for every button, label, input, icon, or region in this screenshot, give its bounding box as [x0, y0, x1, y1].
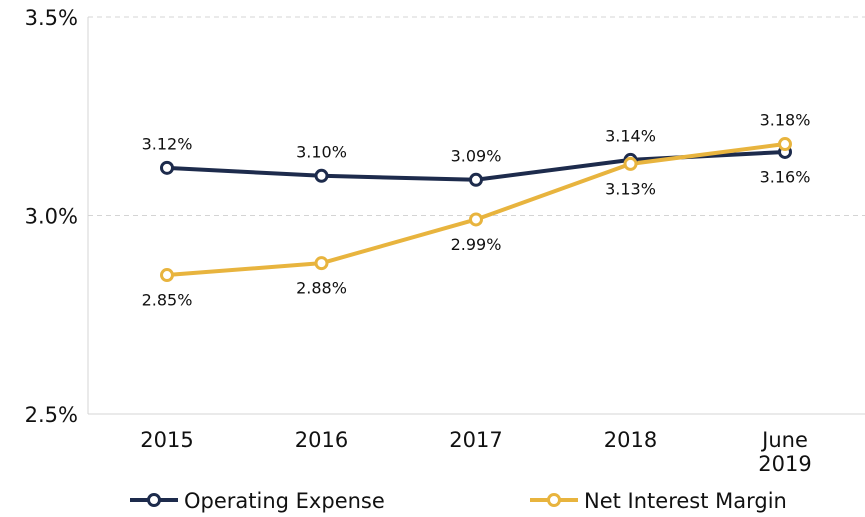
series-marker: [314, 168, 329, 183]
data-label: 3.09%: [451, 146, 502, 165]
series-marker: [469, 172, 483, 187]
series-marker: [469, 212, 483, 227]
y-tick-label: 3.0%: [25, 205, 78, 229]
series-marker: [314, 256, 329, 271]
x-tick-label: 2015: [140, 428, 194, 452]
x-tick-label: June 2019: [758, 428, 812, 476]
data-label: 3.14%: [605, 126, 656, 145]
x-tick-label: 2018: [603, 428, 658, 452]
data-label: 2.99%: [451, 235, 502, 254]
data-label: 3.12%: [142, 134, 193, 153]
data-label: 2.85%: [142, 291, 193, 310]
legend-label: Net Interest Margin: [584, 489, 787, 513]
series-marker: [160, 268, 174, 283]
data-label: 3.10%: [296, 142, 347, 161]
series-marker: [160, 160, 174, 175]
data-label: 3.13%: [605, 179, 656, 198]
y-tick-label: 2.5%: [25, 403, 78, 427]
y-tick-label: 3.5%: [25, 6, 78, 30]
series-marker: [778, 137, 792, 152]
legend-marker: [147, 493, 161, 507]
data-label: 3.18%: [760, 111, 811, 130]
data-label: 2.88%: [296, 279, 347, 298]
data-label: 3.16%: [760, 167, 811, 186]
legend-label: Operating Expense: [184, 489, 385, 513]
legend-marker: [547, 493, 561, 507]
x-tick-label: 2016: [294, 428, 349, 452]
x-tick-label: 2017: [449, 428, 503, 452]
series-marker: [623, 156, 638, 171]
